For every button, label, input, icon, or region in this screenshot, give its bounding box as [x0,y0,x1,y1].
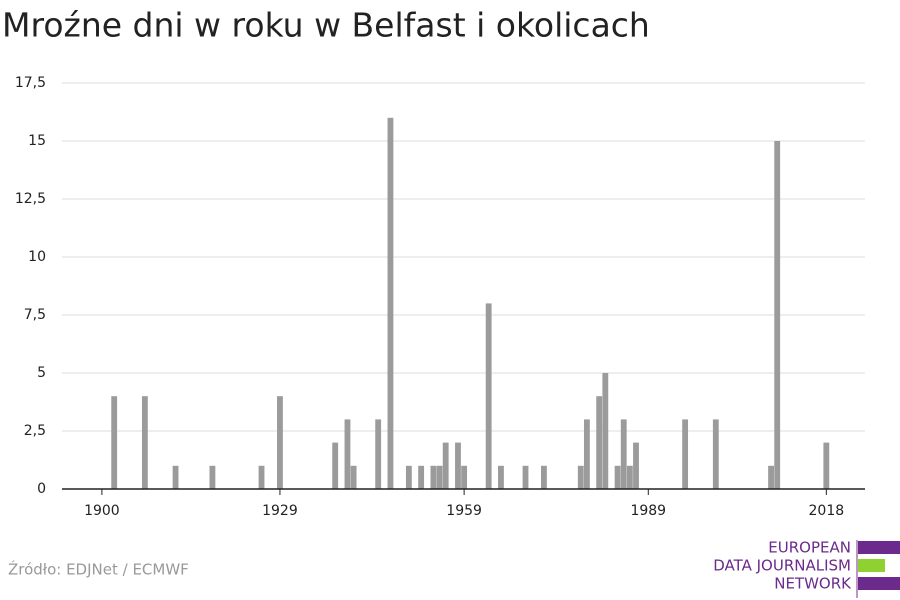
bar [418,465,425,489]
bar [430,465,437,489]
bar [277,396,283,489]
y-tick-label: 17,5 [15,75,46,91]
logo-text: EUROPEAN [768,539,851,557]
bar [258,465,265,489]
bar [682,419,689,489]
bar [442,442,449,489]
y-tick-label: 5 [37,365,46,381]
bar [455,442,461,489]
logo-bar [858,577,900,590]
bar [485,303,492,489]
bar [596,396,603,489]
x-tick-label: 2018 [809,503,845,519]
bar [614,465,621,489]
x-tick-label: 1959 [446,503,482,519]
bar [768,465,774,489]
y-tick-label: 2,5 [24,423,46,439]
bar [350,465,357,489]
bar [583,419,590,489]
x-tick-label: 1929 [262,503,298,519]
bar [141,396,148,489]
bar [344,419,351,489]
bar [209,465,216,489]
y-tick-label: 15 [28,133,46,149]
y-tick-label: 12,5 [15,191,46,207]
logo-text: NETWORK [774,575,852,593]
y-tick-label: 10 [28,249,46,265]
bar [375,419,382,489]
bar [633,442,639,489]
bar [712,419,719,489]
y-tick-label: 7,5 [24,307,46,323]
bar [620,419,627,489]
bar [823,442,830,489]
logo-text: DATA JOURNALISM [713,557,851,575]
x-tick-label: 1900 [84,503,120,519]
bar [602,373,609,489]
bar [172,465,179,489]
source: Źródło: EDJNet / ECMWF [8,560,189,579]
bar [405,465,412,489]
y-tick-label: 0 [37,481,46,497]
bar [774,141,781,489]
bar [522,465,529,489]
chart-title: Mroźne dni w roku w Belfast i okolicach [2,6,650,45]
x-tick-label: 1989 [630,503,666,519]
bar [577,465,584,489]
bar [111,396,118,489]
bar [436,465,443,489]
bar [541,465,547,489]
bar [461,465,468,489]
bar [498,465,504,489]
bar [626,465,633,489]
bar [332,442,339,489]
logo-bar [858,541,900,554]
logo-bar [858,559,885,572]
bar [387,117,394,490]
